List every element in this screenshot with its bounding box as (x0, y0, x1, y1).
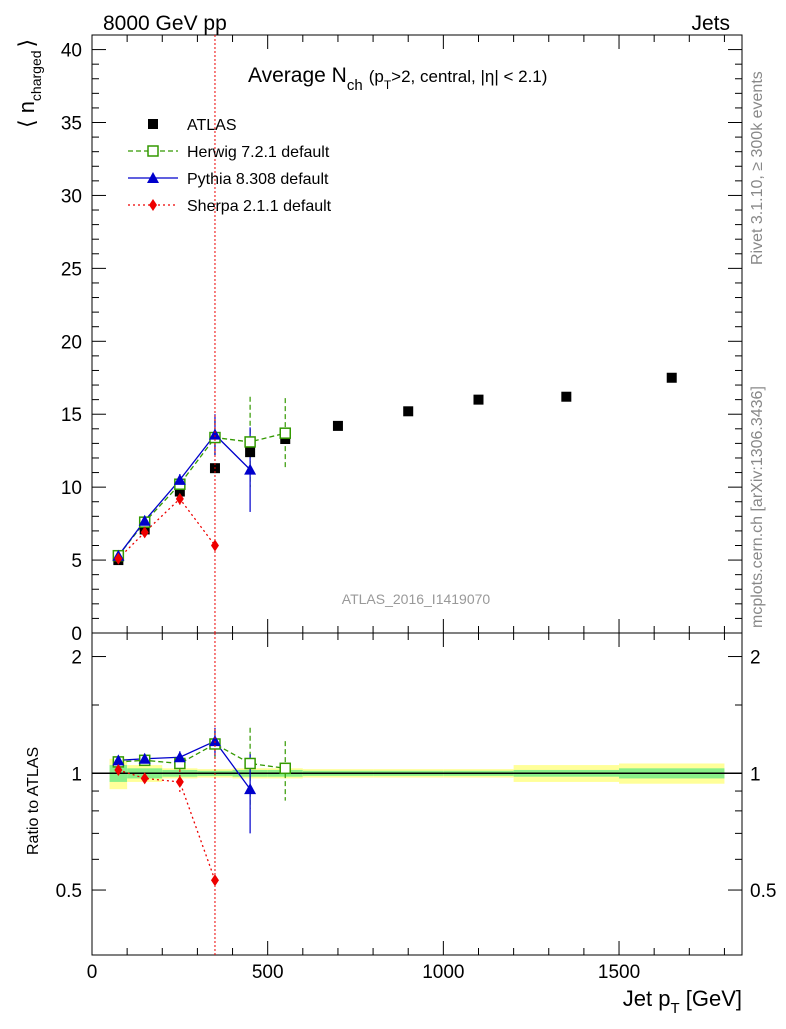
title-sub: ch (347, 77, 363, 94)
x-tick-label: 500 (252, 962, 284, 983)
mcplots-label: mcplots.cern.ch [arXiv:1306.3436] (749, 386, 766, 628)
pythia-point (208, 735, 221, 747)
ylabel-sub: charged (28, 50, 44, 101)
pythia-point (173, 751, 186, 763)
herwig-point (279, 762, 291, 775)
sherpa-point (114, 763, 123, 776)
atlas-point (332, 420, 343, 431)
chart-title: Average Nch (pT>2, central, |η| < 2.1) (248, 64, 547, 94)
y-tick-label-main: 5 (71, 551, 82, 572)
atlas-point (561, 391, 572, 402)
watermark: ATLAS_2016_I1419070 (342, 591, 491, 607)
title-main: Average N (248, 64, 347, 87)
title-rest-sub: T (384, 78, 392, 92)
ratio-series-line (118, 769, 216, 881)
ylabel-main: ⟨ ncharged ⟩ (14, 39, 44, 128)
pythia-point (208, 428, 221, 440)
title-rest-1: (p (369, 67, 384, 86)
y-tick-label-main: 30 (61, 186, 82, 207)
xlabel-main: Jet p (623, 986, 671, 1011)
ylabel-text: ⟨ n (14, 101, 39, 128)
sherpa-point (175, 775, 184, 788)
sherpa-point (149, 199, 157, 211)
y-tick-label-ratio-right: 2 (750, 648, 761, 669)
atlas-point (245, 447, 256, 458)
atlas-point (280, 434, 291, 445)
y-tick-label-ratio: 0.5 (56, 881, 82, 902)
y-tick-label-main: 0 (71, 624, 82, 645)
pythia-point (138, 752, 151, 764)
y-tick-label-main: 20 (61, 332, 82, 353)
atlas-point (403, 406, 414, 417)
ratio-series-line (118, 743, 286, 769)
y-tick-label-main: 40 (61, 41, 82, 62)
pythia-point (173, 473, 186, 485)
x-tick-label: 1000 (422, 962, 464, 983)
xlabel: Jet pT [GeV] (623, 986, 742, 1017)
rivet-label: Rivet 3.1.10, ≥ 300k events (749, 71, 766, 265)
herwig-point (244, 436, 256, 448)
xlabel-sub: T (670, 1000, 679, 1017)
ratio-series (112, 727, 291, 887)
pythia-point (244, 463, 257, 475)
y-tick-label-ratio-right: 1 (750, 764, 761, 785)
xlabel-rest: [GeV] (680, 986, 742, 1011)
y-tick-label-ratio: 2 (71, 648, 82, 669)
y-tick-label-ratio-right: 0.5 (750, 881, 776, 902)
sherpa-point (210, 874, 219, 887)
sherpa-point (114, 552, 123, 565)
header-left: 8000 GeV pp (103, 12, 227, 35)
y-tick-label-main: 35 (61, 114, 82, 135)
axis-ticks: 0 500 1000 1500 0 5 10 15 20 25 30 35 40 0.5 0.5 1 1 2 2 (56, 35, 776, 983)
pythia-point (147, 172, 159, 183)
atlas-point (666, 372, 677, 383)
y-tick-label-main: 25 (61, 259, 82, 280)
ylabel-ratio: Ratio to ATLAS (25, 747, 42, 855)
legend: ATLAS Herwig 7.2.1 default Pythia 8.308 de… (128, 117, 332, 215)
legend-label: Herwig 7.2.1 default (187, 144, 330, 161)
sherpa-point (175, 492, 184, 505)
main-series (112, 372, 677, 566)
ratio-panel-frame (91, 632, 743, 956)
y-tick-label-main: 10 (61, 478, 82, 499)
pythia-point (244, 783, 257, 795)
sherpa-point (140, 526, 149, 539)
herwig-point (147, 145, 159, 157)
y-tick-label-main: 15 (61, 405, 82, 426)
x-tick-label: 1500 (598, 962, 640, 983)
herwig-point (279, 427, 291, 439)
pythia-point (112, 754, 125, 766)
legend-label: Sherpa 2.1.1 default (187, 198, 332, 215)
pythia-point (138, 514, 151, 526)
ratio-bands (92, 758, 742, 790)
title-rest-2: >2, central, |η| < 2.1) (391, 67, 547, 86)
legend-label: ATLAS (187, 117, 237, 134)
legend-label: Pythia 8.308 default (187, 171, 329, 188)
sherpa-point (140, 772, 149, 785)
atlas-point (174, 486, 185, 497)
y-tick-label-ratio: 1 (71, 764, 82, 785)
header-right: Jets (691, 12, 730, 35)
ylabel-close: ⟩ (14, 39, 39, 48)
atlas-point (473, 394, 484, 405)
atlas-point (148, 119, 158, 129)
x-tick-label: 0 (87, 962, 98, 983)
herwig-point (244, 757, 256, 770)
sherpa-point (210, 539, 219, 552)
series-line (117, 497, 216, 560)
